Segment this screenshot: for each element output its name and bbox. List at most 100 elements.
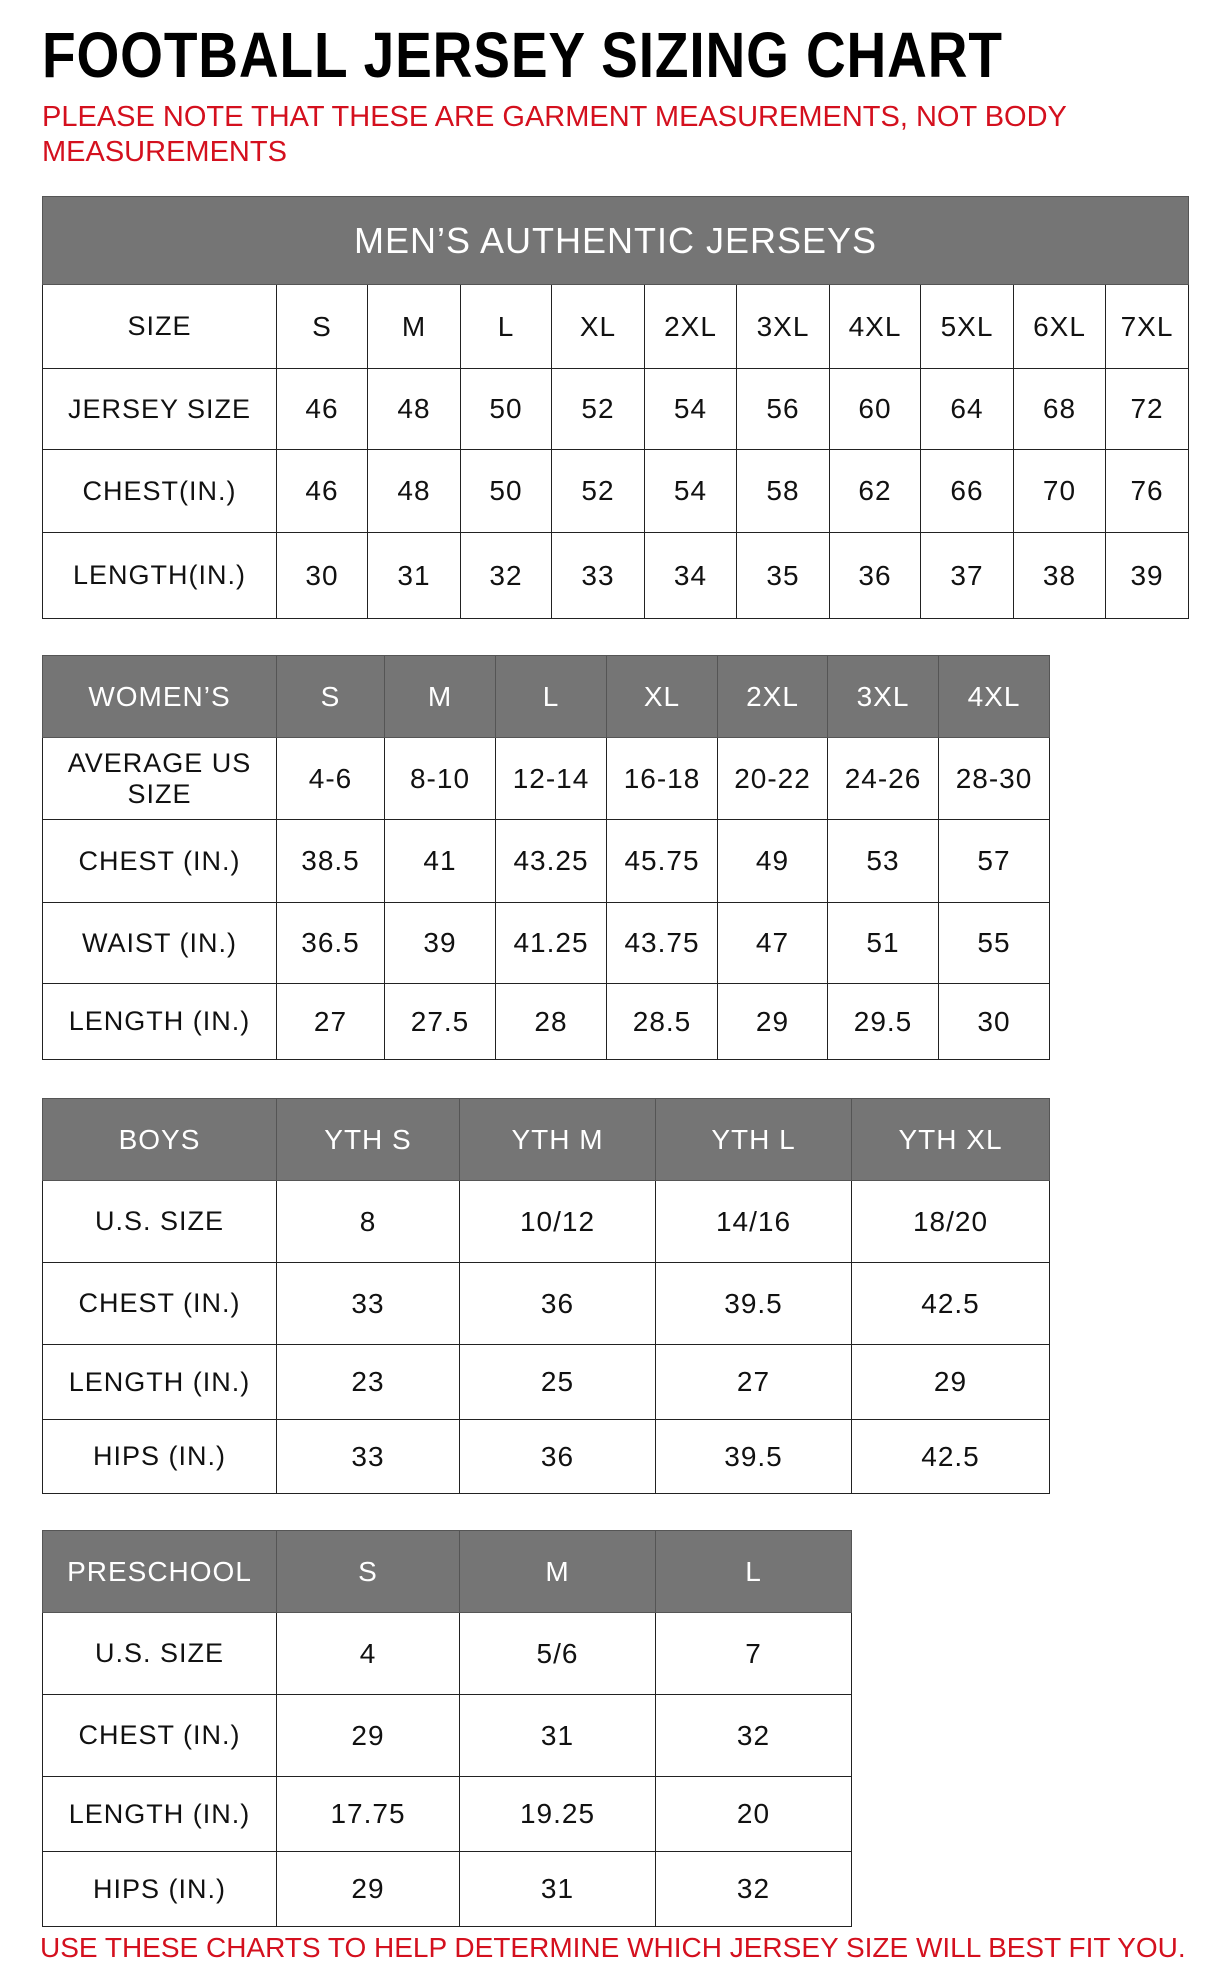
size-header: 5XL bbox=[920, 284, 1014, 369]
measurement-cell: 17.75 bbox=[276, 1776, 460, 1852]
measurement-cell: 52 bbox=[551, 368, 645, 450]
table-row: WAIST (IN.) 36.5 39 41.25 43.75 47 51 55 bbox=[42, 902, 1050, 984]
measurement-cell: 58 bbox=[736, 449, 830, 533]
measurement-cell: 8 bbox=[276, 1180, 460, 1263]
measurement-cell: 27.5 bbox=[384, 983, 496, 1060]
measurement-cell: 25 bbox=[459, 1344, 656, 1420]
row-label: HIPS (IN.) bbox=[42, 1851, 277, 1927]
measurement-cell: 31 bbox=[459, 1851, 656, 1927]
size-header: 3XL bbox=[827, 655, 939, 738]
measurement-cell: 68 bbox=[1013, 368, 1106, 450]
table-header-row: PRESCHOOL S M L bbox=[42, 1530, 852, 1613]
measurement-cell: 20 bbox=[655, 1776, 852, 1852]
measurement-cell: 29.5 bbox=[827, 983, 939, 1060]
measurement-cell: 4-6 bbox=[276, 737, 385, 820]
size-header: 6XL bbox=[1013, 284, 1106, 369]
size-header: XL bbox=[551, 284, 645, 369]
measurement-cell: 10/12 bbox=[459, 1180, 656, 1263]
preschool-size-table: PRESCHOOL S M L U.S. SIZE 4 5/6 7 CHEST (IN.) 29 3… bbox=[42, 1530, 852, 1927]
measurement-cell: 16-18 bbox=[606, 737, 718, 820]
size-header: YTH XL bbox=[851, 1098, 1050, 1181]
measurement-cell: 20-22 bbox=[717, 737, 828, 820]
measurement-cell: 45.75 bbox=[606, 819, 718, 903]
measurement-cell: 33 bbox=[276, 1262, 460, 1345]
measurement-cell: 33 bbox=[276, 1419, 460, 1494]
measurement-cell: 52 bbox=[551, 449, 645, 533]
measurement-cell: 43.75 bbox=[606, 902, 718, 984]
measurement-cell: 38.5 bbox=[276, 819, 385, 903]
measurement-cell: 32 bbox=[655, 1694, 852, 1777]
measurement-cell: 39.5 bbox=[655, 1419, 852, 1494]
size-header: M bbox=[384, 655, 496, 738]
size-header: S bbox=[276, 655, 385, 738]
row-label: WAIST (IN.) bbox=[42, 902, 277, 984]
measurement-cell: 32 bbox=[460, 532, 552, 619]
measurement-cell: 41.25 bbox=[495, 902, 607, 984]
measurement-cell: 64 bbox=[920, 368, 1014, 450]
measurement-note: PLEASE NOTE THAT THESE ARE GARMENT MEASU… bbox=[42, 101, 1067, 168]
table-header-row: WOMEN’S S M L XL 2XL 3XL 4XL bbox=[42, 655, 1050, 738]
table-row: U.S. SIZE 4 5/6 7 bbox=[42, 1612, 852, 1695]
size-header: M bbox=[459, 1530, 656, 1613]
header-label: SIZE bbox=[42, 284, 277, 369]
row-label: HIPS (IN.) bbox=[42, 1419, 277, 1494]
size-header: 2XL bbox=[644, 284, 737, 369]
measurement-cell: 34 bbox=[644, 532, 737, 619]
table-row: LENGTH(IN.) 30 31 32 33 34 35 36 37 38 39 bbox=[42, 532, 1190, 619]
table-header-row: BOYS YTH S YTH M YTH L YTH XL bbox=[42, 1098, 1050, 1181]
measurement-cell: 29 bbox=[276, 1694, 460, 1777]
measurement-cell: 7 bbox=[655, 1612, 852, 1695]
table-row: HIPS (IN.) 29 31 32 bbox=[42, 1851, 852, 1927]
table-row: LENGTH (IN.) 23 25 27 29 bbox=[42, 1344, 1050, 1420]
measurement-cell: 55 bbox=[938, 902, 1050, 984]
measurement-cell: 50 bbox=[460, 449, 552, 533]
size-header: L bbox=[495, 655, 607, 738]
measurement-cell: 39 bbox=[1104, 532, 1190, 619]
measurement-cell: 56 bbox=[736, 368, 830, 450]
measurement-cell: 36 bbox=[829, 532, 921, 619]
size-header: S bbox=[276, 1530, 460, 1613]
size-header: S bbox=[276, 284, 368, 369]
measurement-cell: 43.25 bbox=[495, 819, 607, 903]
measurement-cell: 54 bbox=[644, 368, 737, 450]
measurement-cell: 70 bbox=[1013, 449, 1106, 533]
measurement-cell: 54 bbox=[644, 449, 737, 533]
measurement-cell: 39.5 bbox=[655, 1262, 852, 1345]
measurement-cell: 18/20 bbox=[851, 1180, 1050, 1263]
row-label: CHEST(IN.) bbox=[42, 449, 277, 533]
row-label: U.S. SIZE bbox=[42, 1180, 277, 1263]
measurement-cell: 19.25 bbox=[459, 1776, 656, 1852]
size-header: 4XL bbox=[938, 655, 1050, 738]
measurement-cell: 31 bbox=[367, 532, 461, 619]
measurement-cell: 76 bbox=[1104, 449, 1190, 533]
measurement-cell: 28 bbox=[495, 983, 607, 1060]
row-label: CHEST (IN.) bbox=[42, 1694, 277, 1777]
measurement-cell: 27 bbox=[276, 983, 385, 1060]
row-label: U.S. SIZE bbox=[42, 1612, 277, 1695]
measurement-cell: 29 bbox=[717, 983, 828, 1060]
table-row: CHEST (IN.) 33 36 39.5 42.5 bbox=[42, 1262, 1050, 1345]
table-row: JERSEY SIZE 46 48 50 52 54 56 60 64 68 72 bbox=[42, 368, 1190, 450]
size-header: YTH L bbox=[655, 1098, 852, 1181]
table-header-row: SIZE S M L XL 2XL 3XL 4XL 5XL 6XL 7XL bbox=[42, 284, 1190, 369]
measurement-cell: 36 bbox=[459, 1419, 656, 1494]
row-label: CHEST (IN.) bbox=[42, 1262, 277, 1345]
measurement-cell: 30 bbox=[938, 983, 1050, 1060]
table-row: LENGTH (IN.) 27 27.5 28 28.5 29 29.5 30 bbox=[42, 983, 1050, 1060]
measurement-cell: 42.5 bbox=[851, 1419, 1050, 1494]
measurement-cell: 24-26 bbox=[827, 737, 939, 820]
measurement-cell: 4 bbox=[276, 1612, 460, 1695]
size-header: M bbox=[367, 284, 461, 369]
measurement-cell: 48 bbox=[367, 449, 461, 533]
measurement-cell: 57 bbox=[938, 819, 1050, 903]
table-banner: MEN’S AUTHENTIC JERSEYS bbox=[41, 196, 1190, 285]
measurement-cell: 60 bbox=[829, 368, 921, 450]
size-header: YTH M bbox=[459, 1098, 656, 1181]
table-row: CHEST (IN.) 29 31 32 bbox=[42, 1694, 852, 1777]
measurement-cell: 31 bbox=[459, 1694, 656, 1777]
measurement-cell: 72 bbox=[1104, 368, 1190, 450]
measurement-cell: 46 bbox=[276, 449, 368, 533]
measurement-cell: 8-10 bbox=[384, 737, 496, 820]
measurement-cell: 36 bbox=[459, 1262, 656, 1345]
measurement-cell: 28-30 bbox=[938, 737, 1050, 820]
